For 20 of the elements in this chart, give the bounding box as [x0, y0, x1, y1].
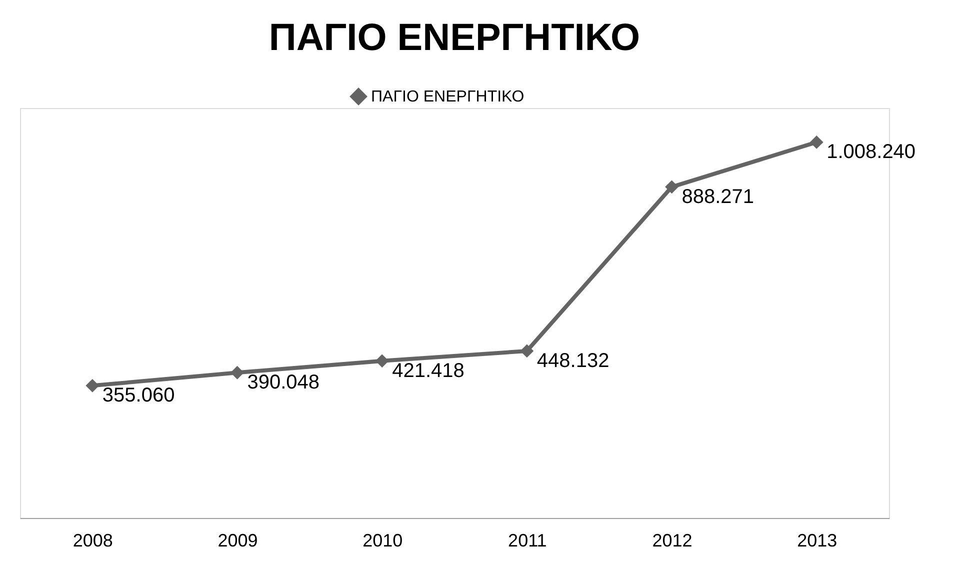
- x-tick-label: 2012: [652, 530, 692, 550]
- data-label: 355.060: [102, 384, 175, 407]
- x-tick-label: 2013: [797, 530, 838, 550]
- x-tick-label: 2011: [508, 530, 547, 550]
- point: [230, 366, 244, 380]
- point: [520, 344, 534, 358]
- x-tick-label: 2009: [218, 530, 258, 550]
- data-label: 390.048: [247, 372, 320, 394]
- data-label: 421.418: [392, 360, 464, 382]
- point: [810, 135, 824, 149]
- point: [86, 378, 100, 392]
- data-label: 448.132: [536, 350, 610, 372]
- chart-title: ΠΑΓΙΟ ΕΝΕΡΓΗΤΙΚΟ: [268, 17, 640, 59]
- data-label: 1.008.240: [826, 141, 916, 164]
- data-label: 888.271: [682, 186, 754, 208]
- legend-label: ΠΑΓΙΟ ΕΝΕΡΓΗΤΙΚΟ: [371, 88, 524, 106]
- x-tick-label: 2008: [72, 530, 113, 550]
- point: [375, 354, 389, 368]
- point: [665, 180, 678, 194]
- x-tick-label: 2010: [362, 530, 403, 550]
